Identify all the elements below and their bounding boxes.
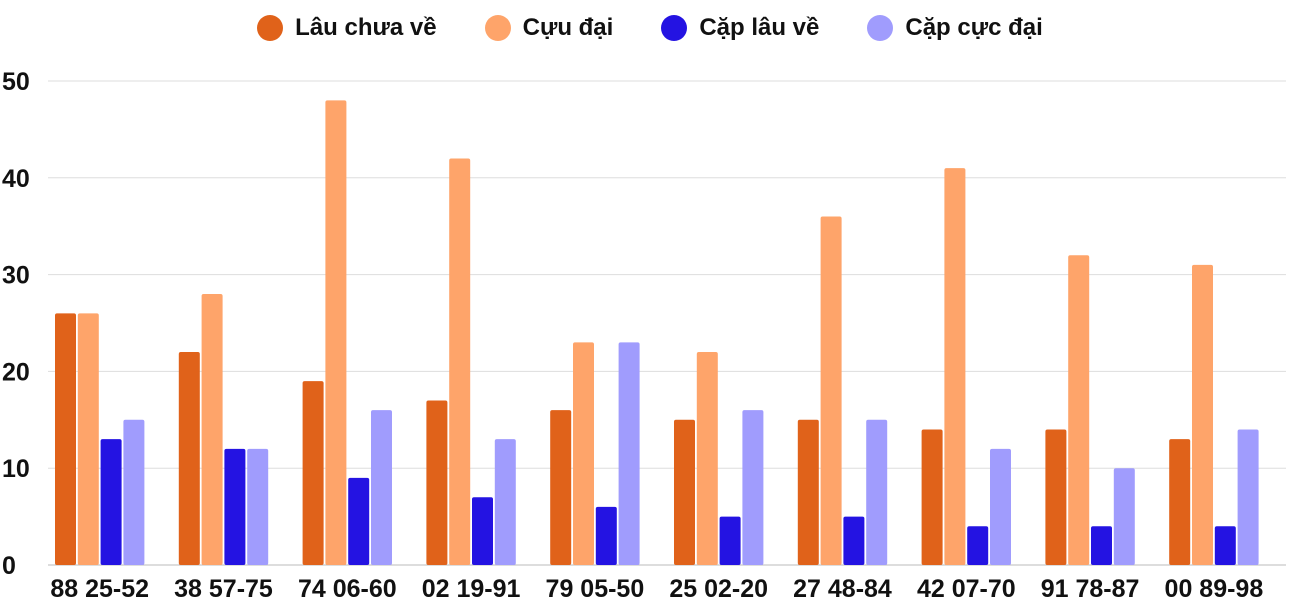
x-tick-label: 27 48-84: [793, 575, 892, 600]
x-tick-label: 79 05-50: [546, 575, 645, 600]
legend-swatch-cuu-dai: [484, 15, 511, 41]
bar-series-2-cat-5: [719, 516, 741, 565]
bar-series-0-cat-5: [674, 419, 695, 565]
legend-swatch-cap-cuc-dai: [867, 15, 894, 41]
bar-series-3-cat-9: [1237, 429, 1259, 565]
bar-series-0-cat-3: [426, 400, 448, 565]
legend-swatch-cap-lau-ve: [661, 15, 688, 41]
bar-series-1-cat-2: [325, 100, 347, 566]
x-axis-ticks: 88 25-52 38 57-75 74 06-60 02 19-91 79 05-50…: [50, 575, 1263, 600]
bar-series-0-cat-7: [921, 429, 943, 565]
legend-item-cap-cuc-dai: Cặp cực đại: [867, 14, 1043, 42]
bar-series-2-cat-7: [967, 526, 989, 565]
x-tick-label: 38 57-75: [174, 575, 273, 600]
legend-label-lau-chua-ve: Lâu chưa về: [295, 14, 437, 41]
bar-series-3-cat-3: [494, 439, 516, 565]
bars: [55, 100, 1259, 566]
legend-item-cuu-dai: Cựu đại: [484, 14, 614, 42]
bar-series-1-cat-1: [201, 293, 223, 565]
bar-series-3-cat-2: [371, 410, 392, 565]
bar-series-3-cat-7: [990, 448, 1011, 565]
legend-item-lau-chua-ve: Lâu chưa về: [257, 14, 437, 42]
x-tick-label: 02 19-91: [422, 575, 521, 600]
x-tick-label: 00 89-98: [1165, 575, 1264, 600]
bar-series-0-cat-1: [178, 352, 200, 565]
legend: Lâu chưa về Cựu đại Cặp lâu về Cặp cực đ…: [0, 14, 1300, 42]
bar-series-0-cat-9: [1169, 439, 1191, 565]
bar-series-1-cat-7: [944, 168, 966, 565]
y-tick-label: 20: [2, 358, 30, 386]
bar-series-1-cat-3: [449, 158, 471, 565]
bar-series-3-cat-4: [618, 342, 640, 565]
y-tick-label: 30: [2, 262, 30, 290]
bar-series-2-cat-2: [348, 477, 370, 565]
x-tick-label: 88 25-52: [50, 575, 149, 600]
bar-series-3-cat-5: [742, 410, 764, 565]
x-tick-label: 74 06-60: [298, 575, 397, 600]
y-tick-label: 40: [2, 165, 30, 193]
bar-series-0-cat-4: [550, 410, 572, 565]
y-axis-ticks: 0 10 20 30 40 50: [2, 68, 30, 580]
bar-series-3-cat-6: [866, 419, 888, 565]
bar-series-0-cat-2: [302, 381, 324, 565]
legend-label-cuu-dai: Cựu đại: [522, 14, 614, 41]
y-tick-label: 0: [2, 552, 16, 580]
bar-series-0-cat-6: [797, 419, 819, 565]
bar-series-2-cat-0: [100, 439, 122, 565]
bar-series-0-cat-8: [1045, 429, 1067, 565]
bar-series-2-cat-8: [1091, 526, 1112, 565]
bar-series-1-cat-5: [696, 352, 718, 565]
x-tick-label: 42 07-70: [917, 575, 1016, 600]
x-tick-label: 25 02-20: [669, 575, 768, 600]
bar-series-1-cat-4: [573, 342, 594, 565]
legend-item-cap-lau-ve: Cặp lâu về: [661, 14, 819, 42]
bar-series-2-cat-6: [843, 516, 865, 565]
legend-label-cap-cuc-dai: Cặp cực đại: [905, 14, 1043, 41]
y-tick-label: 10: [2, 455, 30, 483]
bar-series-3-cat-1: [247, 448, 269, 565]
legend-label-cap-lau-ve: Cặp lâu về: [699, 14, 820, 41]
y-tick-label: 50: [2, 68, 30, 96]
legend-swatch-lau-chua-ve: [257, 15, 284, 41]
bar-series-3-cat-8: [1113, 468, 1135, 565]
bar-series-1-cat-8: [1068, 255, 1090, 566]
bar-series-2-cat-4: [595, 506, 617, 565]
bar-series-1-cat-0: [77, 313, 99, 565]
bar-series-3-cat-0: [123, 419, 145, 565]
bar-series-1-cat-6: [820, 216, 842, 565]
bar-series-1-cat-9: [1192, 264, 1213, 565]
bar-series-2-cat-9: [1214, 526, 1236, 565]
bar-series-0-cat-0: [55, 313, 76, 565]
bar-series-2-cat-1: [224, 448, 246, 565]
x-tick-label: 91 78-87: [1041, 575, 1140, 600]
bar-series-2-cat-3: [472, 497, 493, 565]
